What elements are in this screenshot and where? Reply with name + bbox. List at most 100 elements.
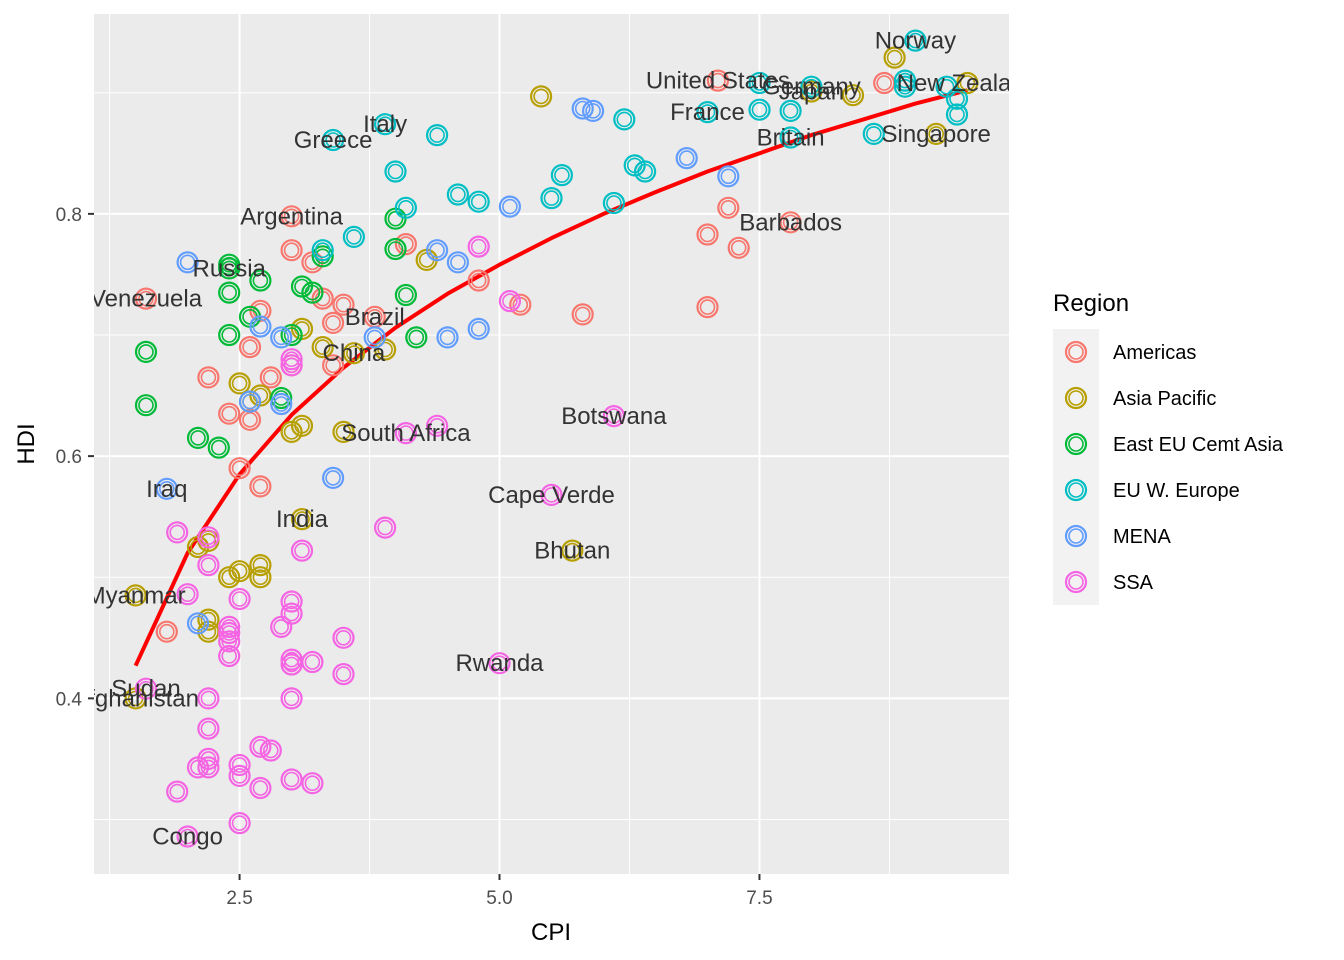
point-asia-pacific (228, 372, 251, 395)
point-inner-ring (782, 103, 799, 119)
point-inner-ring (678, 150, 695, 166)
point-mena (581, 99, 605, 123)
point-ssa (166, 780, 189, 803)
country-label: Barbados (739, 209, 842, 236)
point-ssa (197, 526, 220, 549)
point-inner-ring (242, 393, 258, 410)
legend-label: MENA (1113, 526, 1171, 548)
point-eu-w-europe (311, 239, 334, 262)
point-inner-ring (543, 487, 560, 503)
point-asia-pacific (332, 420, 355, 443)
point-ssa (166, 521, 189, 544)
point-inner-ring (699, 299, 716, 315)
point-americas (509, 293, 532, 316)
point-inner-ring (366, 308, 383, 325)
point-mena (498, 195, 521, 218)
point-inner-ring (283, 327, 300, 343)
point-inner-ring (502, 198, 518, 215)
grid-major (94, 14, 1009, 874)
point-americas (197, 366, 220, 389)
country-label: Argentina (240, 203, 343, 230)
point-inner-ring (200, 529, 217, 546)
point-asia-pacific (956, 71, 979, 95)
point-inner-ring (377, 519, 393, 536)
point-east-eu-cemt-asia (290, 275, 314, 298)
point-ssa (249, 735, 272, 758)
point-ssa (301, 650, 324, 674)
point-asia-pacific (883, 46, 906, 69)
point-mena (571, 97, 594, 120)
point-inner-ring (294, 417, 310, 434)
point-mena (155, 477, 178, 500)
point-inner-ring (221, 405, 237, 422)
point-inner-ring (543, 190, 560, 206)
country-label: Italy (363, 111, 407, 138)
point-ssa (602, 405, 626, 428)
point-inner-ring (533, 88, 549, 105)
point-inner-ring (138, 397, 154, 414)
point-inner-ring (138, 290, 154, 307)
point-mena (186, 612, 210, 635)
country-label: Greece (294, 127, 373, 154)
country-label: Sudan (111, 676, 180, 703)
point-inner-ring (335, 666, 352, 682)
point-ssa (259, 739, 282, 762)
point-inner-ring (262, 742, 279, 759)
plot-panel (94, 14, 1009, 874)
point-inner-ring (387, 241, 404, 257)
point-inner-ring (470, 238, 487, 255)
y-tick-label: 0.8 (56, 205, 82, 226)
y-tick-label: 0.6 (56, 447, 82, 468)
point-mena (322, 466, 345, 489)
point-inner-ring (325, 470, 341, 486)
point-eu-w-europe (342, 225, 365, 248)
point-ssa (394, 422, 417, 445)
x-axis-title: CPI (531, 919, 571, 946)
point-inner-ring (751, 75, 768, 91)
point-asia-pacific (561, 539, 584, 562)
point-asia-pacific (218, 566, 241, 589)
point-ssa (176, 825, 199, 848)
point-eu-w-europe (633, 160, 657, 183)
point-inner-ring (304, 775, 321, 792)
point-americas (727, 236, 750, 259)
point-inner-ring (252, 569, 269, 586)
point-east-eu-cemt-asia (301, 281, 324, 304)
point-inner-ring (221, 648, 237, 664)
point-americas (249, 299, 272, 322)
point-inner-ring (398, 287, 414, 303)
point-asia-pacific (197, 608, 220, 631)
point-inner-ring (179, 254, 196, 271)
point-inner-ring (387, 163, 404, 180)
point-inner-ring (710, 72, 726, 89)
point-inner-ring (200, 369, 217, 386)
point-inner-ring (283, 771, 300, 788)
point-asia-pacific (290, 317, 314, 340)
point-inner-ring (159, 623, 175, 640)
point-inner-ring (845, 87, 861, 103)
country-label: New Zealand (897, 70, 1038, 97)
point-americas (467, 269, 490, 292)
point-inner-ring (564, 542, 581, 559)
country-label: France (670, 99, 745, 126)
x-tick-label: 2.5 (226, 888, 252, 909)
point-asia-pacific (249, 566, 272, 589)
legend-key-circle (1064, 386, 1088, 410)
point-mena (270, 392, 293, 416)
point-inner-ring (242, 411, 258, 428)
point-inner-ring (252, 780, 269, 796)
point-inner-ring (398, 200, 414, 216)
point-inner-ring (886, 49, 903, 66)
legend-key-circle (1064, 570, 1088, 594)
country-label: Iraq (146, 476, 187, 503)
point-inner-ring (169, 524, 185, 541)
y-axis: 0.4 0.6 0.8 (56, 205, 94, 710)
legend-key-inner-ring (1068, 390, 1084, 406)
point-ssa (197, 687, 220, 710)
point-inner-ring (138, 680, 154, 697)
point-inner-ring (502, 293, 518, 309)
point-east-eu-cemt-asia (207, 436, 230, 459)
point-inner-ring (949, 106, 965, 123)
point-inner-ring (876, 75, 893, 91)
